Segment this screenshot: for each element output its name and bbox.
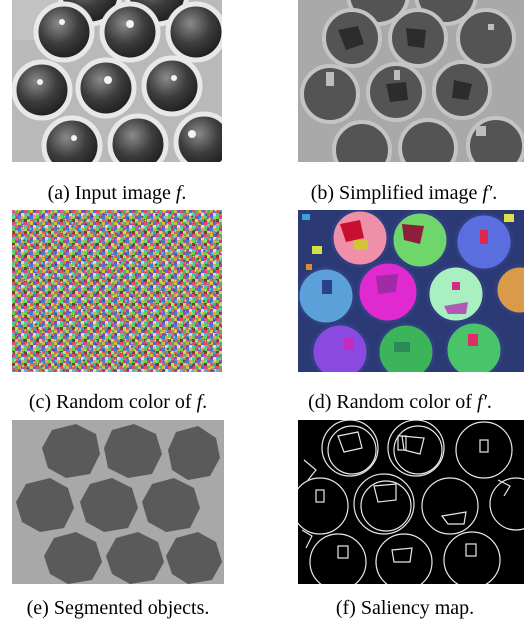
caption-b: (b) Simplified image f′. (310, 182, 498, 204)
panel-c-image (12, 210, 222, 372)
panel-a-image (12, 0, 222, 162)
caption-e: (e) Segmented objects. (26, 597, 210, 619)
caption-f: (f) Saliency map. (335, 597, 475, 619)
caption-c: (c) Random color of f. (28, 391, 208, 413)
panel-f-image (298, 420, 524, 584)
caption-d: (d) Random color of f′. (308, 391, 492, 413)
panel-b-image (298, 0, 524, 162)
panel-d-image (298, 210, 524, 372)
panel-e-image (12, 420, 224, 584)
caption-a: (a) Input image f. (47, 182, 187, 204)
